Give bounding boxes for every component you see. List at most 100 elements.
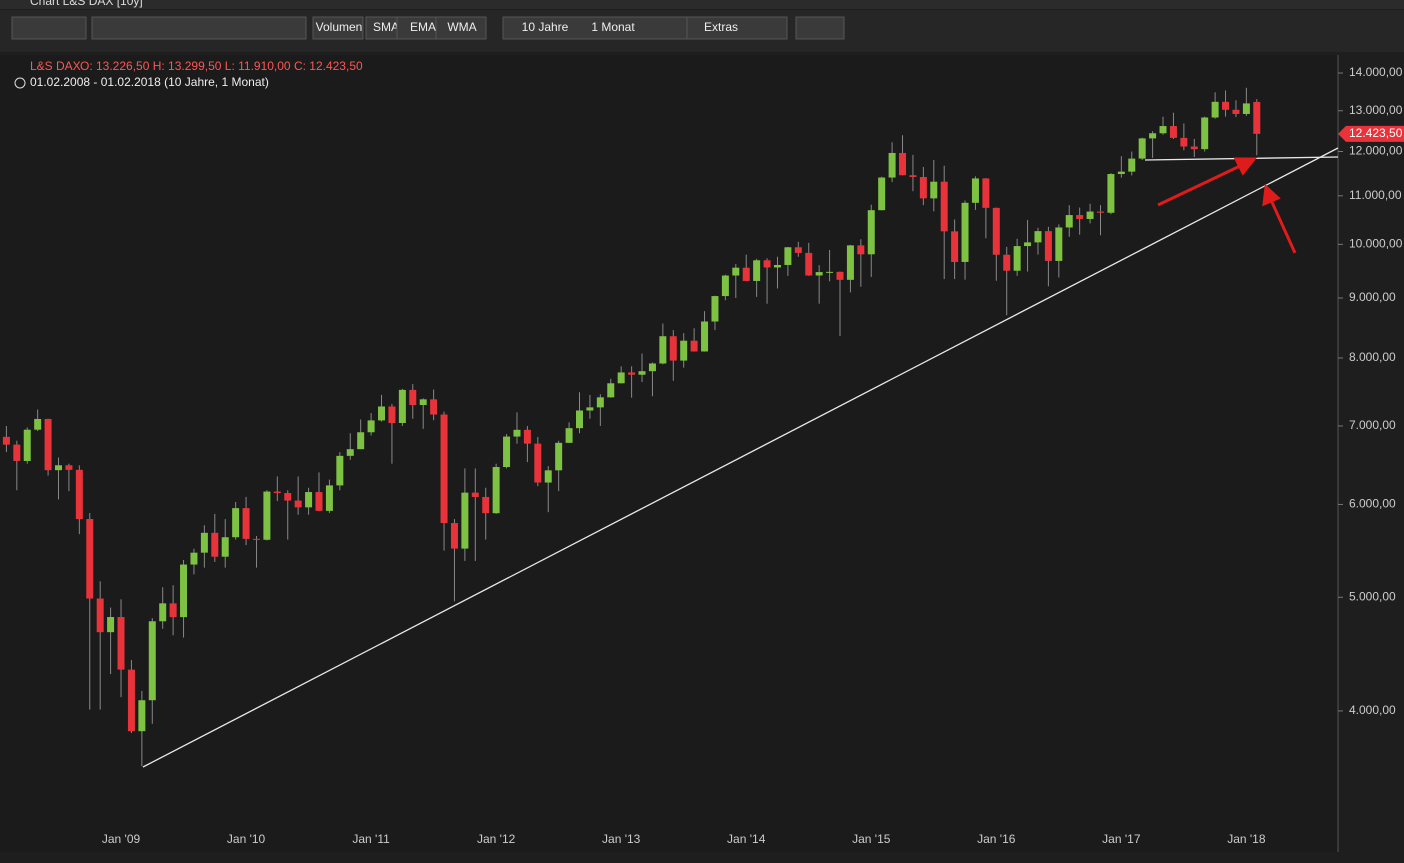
candle-body [576,410,583,429]
candle-body [992,207,1000,255]
candle-body [1211,101,1219,118]
title-bar [0,0,1404,9]
y-tick-label: 11.000,00 [1349,188,1402,202]
candle-body [794,247,802,253]
y-tick-label: 9.000,00 [1349,290,1396,304]
candle-body [784,247,792,265]
toolbar-label[interactable]: EMA [410,20,436,34]
candle-body [711,296,719,322]
x-tick-label: Jan '11 [352,832,390,846]
trend-line [142,147,1339,768]
candle-body [1117,171,1125,175]
plot-area [0,55,1338,852]
candle-body [1232,109,1240,114]
candle-body [492,467,500,514]
candle-body [55,465,62,471]
x-tick-label: Jan '17 [1102,832,1141,846]
tool-group[interactable] [91,16,307,40]
candle-body [284,493,292,501]
candle-body [1086,211,1094,219]
candle-body [96,598,104,633]
candle-body [742,267,750,281]
candle-body [388,406,396,423]
toolbar-label[interactable]: Volumen [316,20,363,34]
candle-body [930,181,938,199]
candle-body [169,603,177,618]
toolbar-button[interactable] [312,16,364,40]
candle-body [200,532,208,553]
candle-body [1013,246,1021,271]
x-tick-label: Jan '12 [477,832,516,846]
x-tick-label: Jan '10 [227,832,266,846]
candle-body [211,532,219,557]
candle-body [1149,133,1157,139]
tool-group[interactable] [795,16,845,40]
toolbar-icons [11,16,845,40]
toolbar-label[interactable]: WMA [447,20,476,34]
candle-body [346,449,354,456]
candle-body [294,500,302,508]
candle-body [1242,103,1250,114]
ohlc-info: O: 13.226,50 H: 13.299,50 L: 11.910,00 C… [80,59,363,73]
candle-body [607,383,615,398]
x-tick-label: Jan '15 [852,832,891,846]
candle-body [1034,231,1042,243]
y-tick-label: 12.000,00 [1349,144,1403,158]
candle-body [1138,138,1146,159]
y-tick-label: 5.000,00 [1349,589,1396,603]
candle-body [523,429,531,444]
candle-body [628,372,636,375]
candle-body [1003,254,1011,271]
x-tick-label: Jan '14 [727,832,766,846]
candle-body [534,443,542,483]
tool-group[interactable] [686,16,788,40]
candle-body [190,552,198,565]
candle-body [857,245,865,255]
candle-body [409,389,417,406]
candle-body [909,175,917,178]
candle-body [419,399,427,406]
candle-body [325,485,333,511]
range-info: 01.02.2008 - 01.02.2018 (10 Jahre, 1 Mon… [30,75,269,89]
toolbar-label[interactable]: Extras [704,20,738,34]
candle-body [2,436,10,445]
candle-body [65,465,73,470]
candle-body [961,202,969,262]
toolbar-label[interactable]: SMA [373,20,399,34]
candle-body [430,399,438,415]
candle-body [565,428,573,443]
toolbar-label[interactable]: 10 Jahre [522,20,569,34]
candle-body [86,519,94,599]
y-tick-label: 8.000,00 [1349,350,1396,364]
candle-body [919,177,927,199]
last-price-label: 12.423,50 [1349,126,1403,140]
y-tick-label: 7.000,00 [1349,418,1396,432]
candle-body [1201,117,1209,150]
tool-group[interactable] [11,16,87,40]
candle-body [1055,227,1063,261]
candle-body [669,336,677,361]
toolbar-button[interactable] [435,16,487,40]
candle-body [221,537,229,557]
candle-body [1253,101,1261,134]
x-tick-label: Jan '13 [602,832,641,846]
candle-body [815,272,823,276]
candle-body [148,621,156,701]
candle-body [180,564,188,618]
candle-body [461,492,469,549]
candle-body [805,252,813,276]
candle-body [1044,231,1052,261]
candle-body [159,603,167,622]
candle-body [721,275,729,297]
candle-body [826,271,834,273]
candle-body [127,669,135,732]
toolbar-label[interactable]: 1 Monat [591,20,635,34]
candle-body [867,210,875,255]
candle-body [305,492,313,508]
candle-body [701,321,709,352]
candle-body [34,418,42,430]
candle-body [753,260,761,281]
candle-body [232,508,240,538]
y-tick-label: 4.000,00 [1349,703,1396,717]
